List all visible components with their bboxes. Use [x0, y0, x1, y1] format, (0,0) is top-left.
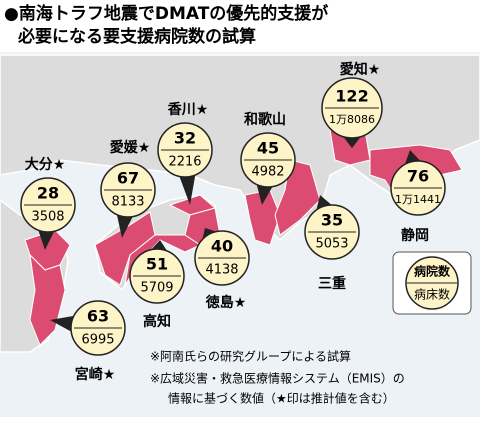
- bed-count: 4138: [205, 263, 238, 278]
- bed-count: 6995: [81, 333, 114, 348]
- note: 情報に基づく数値（★印は推計値を含む）: [168, 391, 395, 406]
- prefecture-name: 宮崎★: [75, 366, 116, 383]
- bed-count: 1万8086: [329, 113, 375, 126]
- hospital-count: 76: [407, 167, 429, 186]
- hospital-count: 35: [321, 211, 343, 230]
- bed-count: 1万1441: [395, 193, 441, 206]
- prefecture-name: 香川★: [167, 101, 209, 118]
- title-line: ●南海トラフ地震でDMATの優先的支援が: [4, 3, 328, 24]
- legend-bottom: 病床数: [414, 287, 450, 302]
- callout-pointer: [38, 230, 55, 250]
- callout-pointer: [343, 136, 361, 148]
- prefecture-name: 大分★: [25, 156, 66, 173]
- callout-pointer: [151, 240, 168, 251]
- callout-pointer: [179, 174, 196, 205]
- prefecture-name: 愛媛★: [110, 139, 151, 156]
- hospital-count: 122: [335, 87, 368, 106]
- hospital-count: 63: [87, 307, 109, 326]
- hospital-count: 28: [37, 184, 59, 203]
- prefecture-name: 和歌山: [244, 111, 286, 128]
- legend: 病院数 病床数: [392, 251, 472, 315]
- callout-pointer: [116, 214, 133, 238]
- prefecture-name: 三重: [318, 275, 346, 292]
- mie: [274, 159, 321, 236]
- hospital-count: 51: [146, 255, 168, 274]
- bed-count: 8133: [111, 195, 144, 210]
- hospital-count: 67: [117, 169, 139, 188]
- legend-top: 病院数: [414, 264, 451, 279]
- bed-count: 5709: [140, 281, 173, 296]
- bed-count: 2216: [168, 155, 201, 170]
- hospital-count: 32: [174, 129, 196, 148]
- bed-count: 5053: [315, 237, 348, 252]
- prefecture-name: 高知: [143, 313, 171, 330]
- note: ※広域災害・救急医療情報システム（EMIS）の: [150, 371, 405, 386]
- prefecture-name: 徳島★: [205, 294, 247, 311]
- note: ※阿南氏らの研究グループによる試算: [150, 349, 351, 364]
- hospital-count: 40: [211, 237, 233, 256]
- bed-count: 4982: [251, 165, 284, 180]
- callout-pointer: [256, 184, 273, 205]
- prefecture-name: 愛知★: [340, 61, 381, 78]
- bed-count: 3508: [31, 210, 64, 225]
- callout-pointer: [50, 315, 74, 332]
- prefecture-name: 静岡: [401, 227, 429, 244]
- hospital-count: 45: [257, 139, 279, 158]
- title-line: 必要になる要支援病院数の試算: [17, 26, 256, 47]
